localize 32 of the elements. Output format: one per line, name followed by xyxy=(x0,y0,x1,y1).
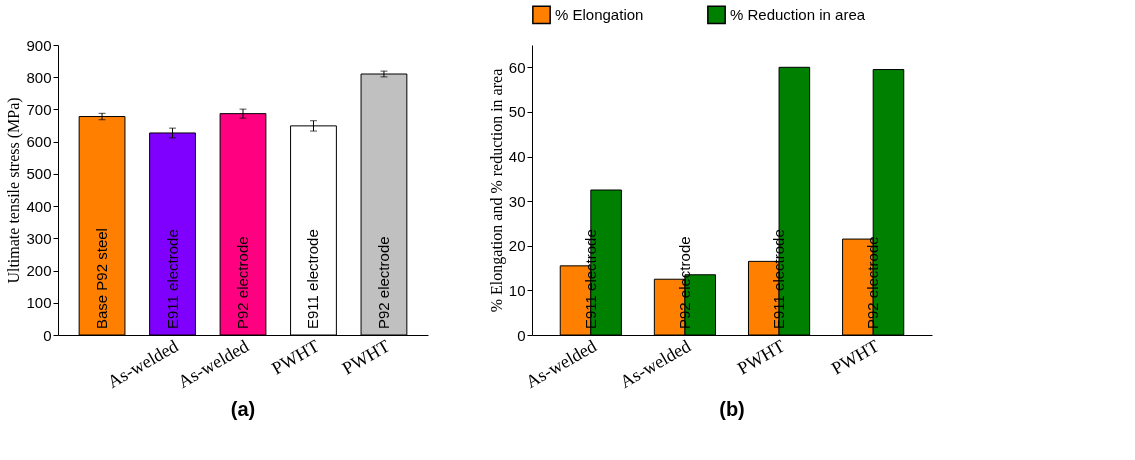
y-tick-label: 60 xyxy=(508,58,526,76)
y-tick-label: 800 xyxy=(26,68,52,86)
text: (b) xyxy=(719,397,745,420)
y-tick-label: 700 xyxy=(26,100,52,118)
text: (a) xyxy=(230,397,256,420)
y-tick-label: 20 xyxy=(508,237,526,255)
y-tick-label: 600 xyxy=(26,133,52,151)
annotation: P92 electrode xyxy=(864,236,882,329)
y-tick-label: 200 xyxy=(26,262,52,280)
y-tick-label: 100 xyxy=(26,294,52,312)
legend-label: % Reduction in area xyxy=(730,5,866,23)
y-tick-label: 500 xyxy=(26,165,52,183)
annotation: P92 electrode xyxy=(675,236,693,329)
y-tick-label: 900 xyxy=(26,36,52,54)
annotation: E911 electrode xyxy=(770,229,788,329)
y-axis-title: % Elongation and % reduction in area xyxy=(487,68,506,313)
y-tick-label: 300 xyxy=(26,229,52,247)
annotation: P92 electrode xyxy=(374,236,392,329)
y-tick-label: 0 xyxy=(517,326,526,344)
y-tick-label: 0 xyxy=(43,326,52,344)
annotation: E911 electrode xyxy=(163,229,181,329)
y-tick-label: 30 xyxy=(508,192,526,210)
y-axis-title: Ultimate tensile stress (MPa) xyxy=(5,97,24,284)
y-tick-label: 40 xyxy=(508,148,526,166)
y-tick-label: 10 xyxy=(508,281,526,299)
annotation: Base P92 steel xyxy=(93,228,111,329)
legend-label: % Elongation xyxy=(555,5,644,23)
annotation: E911 electrode xyxy=(304,229,322,329)
y-tick-label: 400 xyxy=(26,197,52,215)
annotation: E911 electrode xyxy=(581,229,599,329)
annotation: P92 electrode xyxy=(234,236,251,329)
y-tick-label: 50 xyxy=(508,103,526,121)
